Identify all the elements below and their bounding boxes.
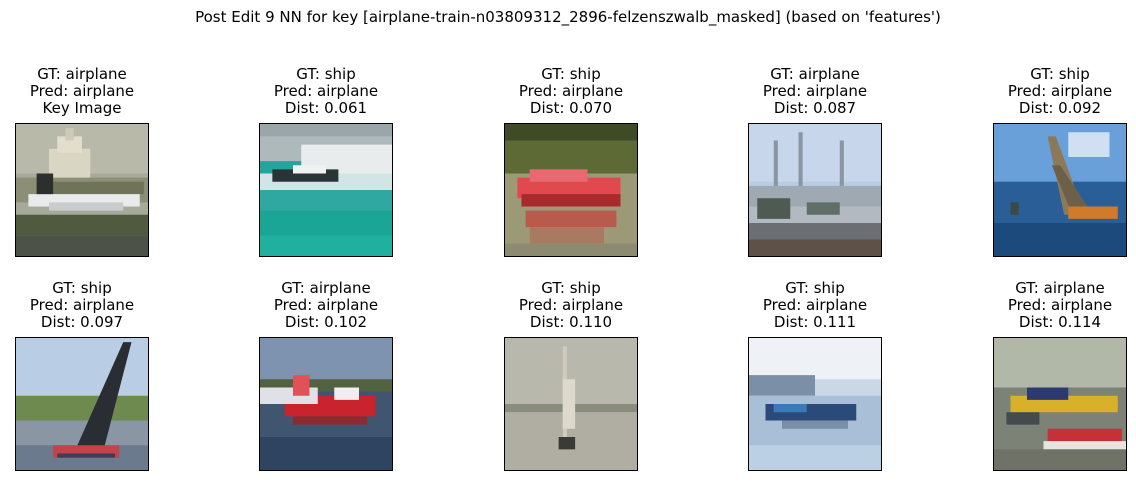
pred-label: Pred: airplane xyxy=(518,296,624,314)
key-image-label: Key Image xyxy=(42,99,122,117)
neighbor-thumbnail-7 xyxy=(504,337,638,471)
pred-label: Pred: airplane xyxy=(29,296,135,314)
neighbor-panel-6: GT: airplane Pred: airplane Dist: 0.102 xyxy=(226,280,426,331)
gt-label: GT: airplane xyxy=(770,65,860,83)
pred-label: Pred: airplane xyxy=(518,82,624,100)
neighbor-thumbnail-1 xyxy=(259,123,393,257)
distance-label: Dist: 0.097 xyxy=(40,313,124,331)
neighbor-thumbnail-3 xyxy=(748,123,882,257)
key-image-thumbnail xyxy=(15,123,149,257)
distance-label: Dist: 0.087 xyxy=(773,99,857,117)
distance-label: Dist: 0.110 xyxy=(529,313,613,331)
figure-title: Post Edit 9 NN for key [airplane-train-n… xyxy=(195,8,941,26)
pred-label: Pred: airplane xyxy=(273,82,379,100)
gt-label: GT: ship xyxy=(1030,65,1090,83)
distance-label: Dist: 0.114 xyxy=(1018,313,1102,331)
distance-label: Dist: 0.111 xyxy=(773,313,857,331)
pred-label: Pred: airplane xyxy=(762,82,868,100)
gt-label: GT: airplane xyxy=(37,65,127,83)
neighbor-thumbnail-9 xyxy=(993,337,1127,471)
gt-label: GT: ship xyxy=(52,279,112,297)
gt-label: GT: ship xyxy=(785,279,845,297)
neighbor-thumbnail-2 xyxy=(504,123,638,257)
neighbor-panel-7: GT: ship Pred: airplane Dist: 0.110 xyxy=(471,280,671,331)
pred-label: Pred: airplane xyxy=(1007,82,1113,100)
neighbor-thumbnail-8 xyxy=(748,337,882,471)
gt-label: GT: ship xyxy=(541,65,601,83)
gt-label: GT: ship xyxy=(296,65,356,83)
distance-label: Dist: 0.061 xyxy=(284,99,368,117)
neighbor-panel-4: GT: ship Pred: airplane Dist: 0.092 xyxy=(960,66,1136,117)
key-image-panel: GT: airplane Pred: airplane Key Image xyxy=(0,66,182,117)
neighbor-thumbnail-6 xyxy=(259,337,393,471)
distance-label: Dist: 0.070 xyxy=(529,99,613,117)
neighbor-panel-8: GT: ship Pred: airplane Dist: 0.111 xyxy=(715,280,915,331)
neighbor-panel-3: GT: airplane Pred: airplane Dist: 0.087 xyxy=(715,66,915,117)
distance-label: Dist: 0.102 xyxy=(284,313,368,331)
gt-label: GT: airplane xyxy=(281,279,371,297)
neighbor-panel-1: GT: ship Pred: airplane Dist: 0.061 xyxy=(226,66,426,117)
neighbor-panel-5: GT: ship Pred: airplane Dist: 0.097 xyxy=(0,280,182,331)
pred-label: Pred: airplane xyxy=(762,296,868,314)
neighbor-thumbnail-4 xyxy=(993,123,1127,257)
gt-label: GT: ship xyxy=(541,279,601,297)
gt-label: GT: airplane xyxy=(1015,279,1105,297)
pred-label: Pred: airplane xyxy=(273,296,379,314)
distance-label: Dist: 0.092 xyxy=(1018,99,1102,117)
neighbor-panel-2: GT: ship Pred: airplane Dist: 0.070 xyxy=(471,66,671,117)
pred-label: Pred: airplane xyxy=(29,82,135,100)
pred-label: Pred: airplane xyxy=(1007,296,1113,314)
neighbor-thumbnail-5 xyxy=(15,337,149,471)
neighbor-panel-9: GT: airplane Pred: airplane Dist: 0.114 xyxy=(960,280,1136,331)
